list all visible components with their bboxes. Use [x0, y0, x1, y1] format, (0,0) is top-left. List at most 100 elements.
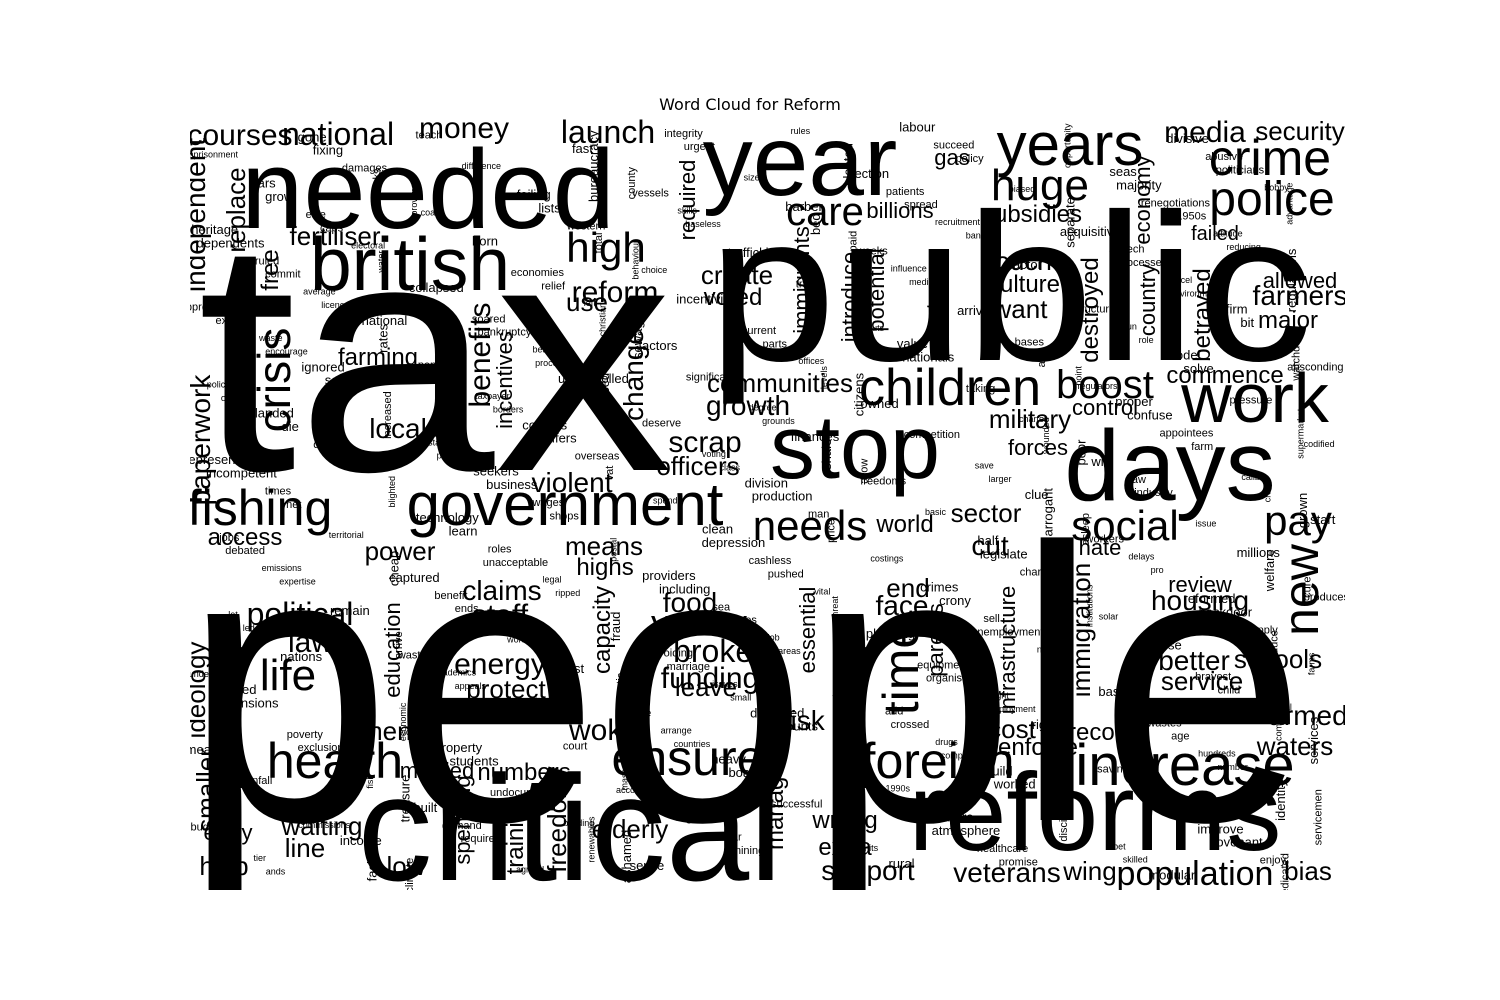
word-net: net: [286, 499, 301, 511]
word-courses: courses: [187, 119, 292, 152]
word-rights: rights: [1032, 717, 1064, 732]
word-christian: christian: [598, 303, 608, 337]
word-discipline: discipline: [1058, 796, 1070, 841]
word-price: price: [825, 519, 837, 543]
word-job: job: [767, 633, 780, 643]
word-similar: similar: [344, 760, 370, 770]
word-65s: 65s: [685, 811, 706, 826]
word-independent: independent: [180, 138, 211, 292]
word-factor: factor: [1009, 257, 1042, 272]
word-industry: industry: [1134, 487, 1173, 499]
word-processing: processing: [535, 358, 579, 368]
word-spending: spending: [450, 775, 475, 864]
word-review: review: [1168, 572, 1232, 597]
word-students: students: [449, 754, 499, 769]
word-infrastructure: infrastructure: [995, 586, 1020, 714]
word-common: common: [1273, 706, 1283, 741]
word-class: class: [719, 462, 740, 472]
word-skilled: skilled: [1123, 855, 1148, 865]
word-means: means: [565, 531, 643, 561]
word-ruled: ruled: [255, 255, 279, 267]
word-medical: medical: [909, 277, 940, 287]
word-allowed: allowed: [1263, 268, 1338, 293]
word-competition: competition: [904, 429, 960, 441]
word-food: food: [663, 587, 718, 618]
word-wages: wages: [531, 497, 564, 509]
word-children: children: [859, 359, 1041, 417]
word-weeks: weeks: [856, 246, 889, 258]
word-legal: legal: [543, 575, 562, 585]
word-barber: barber: [785, 199, 823, 214]
word-health: health: [267, 733, 403, 789]
word-reformed: reformed: [1184, 591, 1236, 606]
word-armed: armed: [1268, 700, 1347, 731]
word-launch: launch: [561, 114, 655, 150]
word-private: private: [1047, 572, 1059, 605]
word-international: international: [336, 313, 407, 328]
word-service: service: [1161, 666, 1243, 696]
word-energy: energy: [454, 648, 546, 681]
word-succeed: succeed: [933, 139, 974, 151]
word-failing: failing: [517, 187, 551, 202]
word-delays: delays: [1128, 552, 1155, 562]
word-related: related: [217, 682, 257, 697]
word-savings: savings: [1097, 764, 1135, 776]
word-choice: choice: [641, 265, 667, 275]
word-clampdown: clampdown: [841, 815, 851, 861]
word-labour: labour: [899, 119, 936, 134]
word-free: free: [257, 249, 284, 290]
word-modular: modular: [1148, 868, 1196, 883]
word-smart: smart: [492, 621, 515, 631]
word-supply: supply: [1246, 625, 1278, 637]
word-vocational: vocational: [401, 727, 442, 737]
word-entry: entry: [204, 820, 253, 845]
word-start: start: [1310, 512, 1336, 527]
word-costings: costings: [870, 553, 904, 563]
word-unacceptable: unacceptable: [483, 557, 548, 569]
word-division: division: [745, 475, 788, 490]
word-wasteful: wasteful: [397, 650, 438, 662]
word-run: run: [1124, 321, 1137, 331]
word-charter: charter: [1019, 414, 1047, 424]
word-freedom: freedom: [542, 777, 572, 872]
word-imprisonment: imprisonment: [184, 149, 239, 159]
word-half: half: [977, 533, 998, 548]
word-arrive: arrive: [393, 631, 405, 659]
word-child: child: [1218, 684, 1241, 696]
word-fear: fear: [723, 831, 742, 843]
word-watchdog: watchdog: [1291, 334, 1303, 382]
word-freedoms: freedoms: [860, 476, 906, 488]
word-speech: speech: [1109, 244, 1144, 256]
word-captured: captured: [389, 570, 440, 585]
word-want: want: [992, 294, 1049, 324]
word-cashless: cashless: [749, 555, 792, 567]
word-end: end: [886, 573, 929, 603]
word-capacity: capacity: [589, 586, 616, 674]
word-cuts: cuts: [868, 323, 885, 333]
word-marriage: marriage: [667, 661, 710, 673]
word-finances: finances: [791, 429, 840, 444]
word-nations: nations: [280, 649, 322, 664]
word-structure: structure: [1072, 303, 1115, 315]
word-cost: cost: [988, 714, 1036, 744]
word-extra: extra: [818, 834, 872, 861]
word-public: public: [708, 170, 1313, 405]
word-new: new: [1273, 543, 1329, 636]
word-emissions: emissions: [262, 563, 303, 573]
word-required: required: [675, 160, 700, 241]
word-high: high: [566, 224, 645, 271]
word-waste: waste: [258, 333, 283, 343]
word-unemployment: unemployment: [971, 626, 1043, 638]
word-representation: representation: [184, 452, 267, 467]
word-covenant: covenant: [1210, 835, 1263, 850]
word-boats: boats: [728, 765, 760, 780]
word-identity: identity: [1273, 779, 1288, 821]
word-reduce: reduce: [1269, 630, 1281, 664]
word-licences: licences: [717, 615, 757, 627]
word-power: power: [365, 536, 436, 566]
word-elite: elite: [306, 209, 326, 221]
word-mile: mile: [343, 682, 363, 694]
word-paid: paid: [847, 231, 859, 252]
